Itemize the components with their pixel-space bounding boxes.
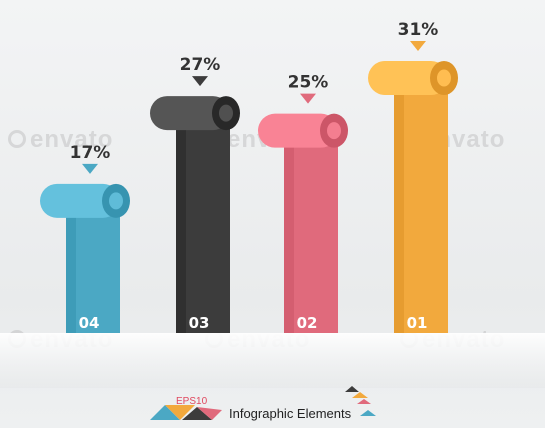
bar-category-label: 03 xyxy=(189,314,210,332)
bar-category-label: 01 xyxy=(407,314,428,332)
bar-shadow xyxy=(394,89,404,333)
bar-shadow xyxy=(66,211,76,333)
bar-roll xyxy=(258,113,338,148)
bar-pointer-icon xyxy=(300,93,316,104)
footer-title: Infographic Elements xyxy=(229,406,352,421)
bar-value-label: 27% xyxy=(180,55,221,75)
bar-category-label: 04 xyxy=(79,314,100,332)
bar-value-label: 31% xyxy=(398,20,439,40)
bar-roll-inner xyxy=(219,104,233,122)
footer-decoration xyxy=(150,386,376,420)
bar-shadow xyxy=(284,141,294,333)
watermark: envato xyxy=(8,126,113,154)
footer-eps-label: EPS10 xyxy=(176,396,208,407)
bar-shadow xyxy=(176,124,186,333)
bar-roll-inner xyxy=(109,192,123,210)
floor-reflection xyxy=(0,333,545,388)
bar-value-label: 25% xyxy=(288,73,329,93)
bar-category-label: 02 xyxy=(297,314,318,332)
bar-pointer-icon xyxy=(192,76,208,87)
bar-roll-inner xyxy=(327,122,341,140)
bar-roll-inner xyxy=(437,69,451,87)
bar-roll xyxy=(150,96,230,131)
bar-roll xyxy=(40,183,120,218)
bar-pointer-icon xyxy=(410,41,426,51)
bar-roll xyxy=(368,61,448,95)
bar-pointer-icon xyxy=(82,163,98,174)
bar-value-label: 17% xyxy=(70,143,111,163)
